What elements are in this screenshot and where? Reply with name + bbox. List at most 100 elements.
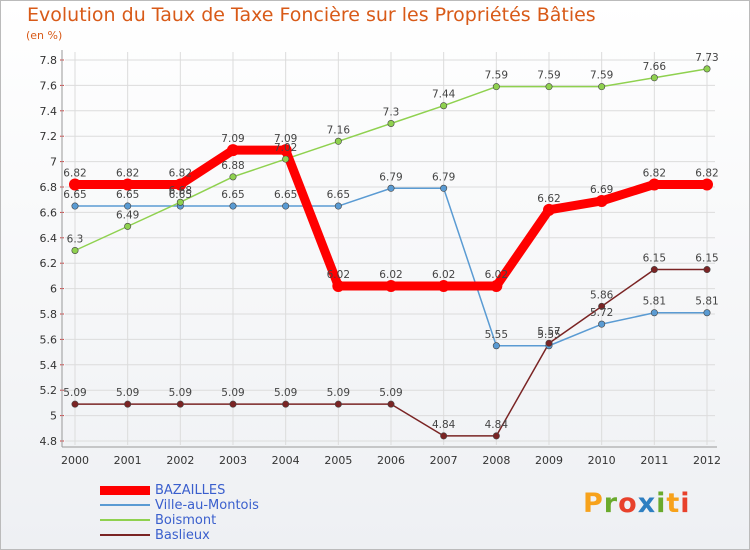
data-point-baslieux (492, 432, 500, 440)
data-label-bazailles: 7.09 (221, 133, 244, 145)
data-point-boismont (334, 137, 342, 145)
x-tick-label: 2004 (272, 454, 300, 467)
legend-swatch (100, 534, 150, 536)
data-label-boismont: 6.3 (67, 234, 84, 246)
x-tick-label: 2001 (114, 454, 142, 467)
logo-letter: o (618, 488, 638, 519)
y-tick-label: 5.6 (40, 333, 58, 346)
data-label-boismont: 6.68 (169, 185, 192, 197)
logo-letter: r (603, 488, 619, 519)
x-tick-label: 2000 (61, 454, 89, 467)
data-label-bazailles: 6.82 (643, 167, 666, 179)
legend-label: Baslieux (155, 528, 210, 543)
y-tick-label: 7.6 (40, 79, 58, 92)
data-point-bazailles (279, 144, 292, 157)
data-label-baslieux: 6.15 (695, 253, 718, 265)
logo-letter: x (637, 488, 657, 519)
y-tick-label: 6.2 (40, 257, 58, 270)
data-label-baslieux: 5.09 (221, 387, 244, 399)
y-tick-label: 4.8 (40, 435, 58, 448)
data-point-bazailles (701, 178, 713, 191)
data-point-baslieux (282, 400, 290, 408)
data-label-boismont: 7.44 (432, 89, 456, 101)
y-tick-label: 5.2 (40, 384, 58, 397)
y-tick-label: 6 (50, 283, 57, 296)
data-label-baslieux: 6.15 (643, 253, 666, 265)
data-label-ville-au-montois: 5.81 (695, 296, 718, 308)
data-point-bazailles (437, 280, 450, 293)
data-label-ville-au-montois: 5.55 (485, 329, 508, 341)
data-point-ville-au-montois (282, 202, 290, 210)
data-label-ville-au-montois: 5.55 (537, 329, 560, 341)
data-label-bazailles: 6.02 (379, 269, 402, 281)
data-label-baslieux: 5.09 (63, 387, 86, 399)
data-label-baslieux: 5.09 (274, 387, 297, 399)
legend-swatch (100, 504, 150, 506)
data-point-ville-au-montois (334, 202, 342, 210)
data-point-bazailles (385, 280, 397, 293)
y-tick-label: 6.8 (40, 181, 58, 194)
data-label-baslieux: 5.09 (169, 387, 192, 399)
data-label-bazailles: 6.82 (169, 167, 192, 179)
y-tick-label: 7.4 (40, 105, 58, 118)
data-point-boismont (492, 83, 500, 91)
data-point-boismont (71, 247, 79, 255)
data-label-boismont: 6.88 (221, 160, 244, 172)
data-label-bazailles: 6.82 (63, 167, 86, 179)
data-label-ville-au-montois: 6.65 (274, 189, 297, 201)
data-label-boismont: 7.59 (537, 70, 560, 82)
data-point-ville-au-montois (703, 309, 711, 317)
legend-label: BAZAILLES (155, 483, 226, 498)
data-point-boismont (703, 65, 711, 73)
data-label-boismont: 7.3 (383, 107, 400, 119)
data-label-baslieux: 5.86 (590, 289, 614, 301)
data-point-bazailles (543, 203, 555, 216)
y-tick-label: 6.6 (40, 206, 58, 219)
x-tick-label: 2012 (693, 454, 721, 467)
data-point-bazailles (69, 178, 81, 191)
data-label-bazailles: 6.69 (590, 184, 613, 196)
data-label-bazailles: 7.09 (274, 133, 297, 145)
data-point-baslieux (703, 266, 711, 274)
x-tick-label: 2011 (640, 454, 668, 467)
data-point-bazailles (332, 280, 345, 293)
data-point-baslieux (440, 432, 448, 440)
data-label-boismont: 7.16 (327, 124, 351, 136)
legend-label: Boismont (155, 513, 217, 528)
data-label-bazailles: 6.82 (116, 167, 139, 179)
legend-swatch (100, 519, 150, 521)
chart-title: Evolution du Taux de Taxe Foncière sur l… (27, 4, 596, 26)
data-point-bazailles (490, 280, 503, 293)
data-label-boismont: 7.59 (590, 70, 613, 82)
data-label-ville-au-montois: 5.81 (643, 296, 666, 308)
y-tick-label: 5 (50, 410, 57, 423)
y-tick-label: 7 (50, 156, 57, 169)
data-point-boismont (598, 83, 606, 91)
legend-swatch (100, 485, 150, 495)
data-label-bazailles: 6.62 (537, 193, 560, 205)
data-label-baslieux: 5.09 (379, 387, 402, 399)
data-point-boismont (176, 198, 184, 206)
x-tick-label: 2010 (588, 454, 616, 467)
x-tick-label: 2007 (430, 454, 458, 467)
data-label-ville-au-montois: 5.72 (590, 307, 613, 319)
data-point-baslieux (71, 400, 79, 408)
data-label-boismont: 7.59 (485, 70, 508, 82)
data-point-ville-au-montois (598, 320, 606, 328)
data-label-baslieux: 5.09 (116, 387, 139, 399)
data-point-boismont (440, 102, 448, 110)
x-tick-label: 2005 (324, 454, 352, 467)
data-label-boismont: 7.02 (274, 142, 297, 154)
y-tick-label: 6.4 (40, 232, 58, 245)
data-point-ville-au-montois (124, 202, 132, 210)
data-label-boismont: 6.49 (116, 209, 139, 221)
data-label-boismont: 7.73 (695, 52, 718, 64)
data-point-baslieux (598, 302, 606, 310)
legend-label: Ville-au-Montois (155, 498, 259, 513)
data-point-baslieux (334, 400, 342, 408)
data-point-bazailles (174, 178, 187, 191)
data-point-baslieux (387, 400, 395, 408)
y-tick-label: 7.2 (40, 130, 58, 143)
data-label-boismont: 7.66 (643, 61, 667, 73)
